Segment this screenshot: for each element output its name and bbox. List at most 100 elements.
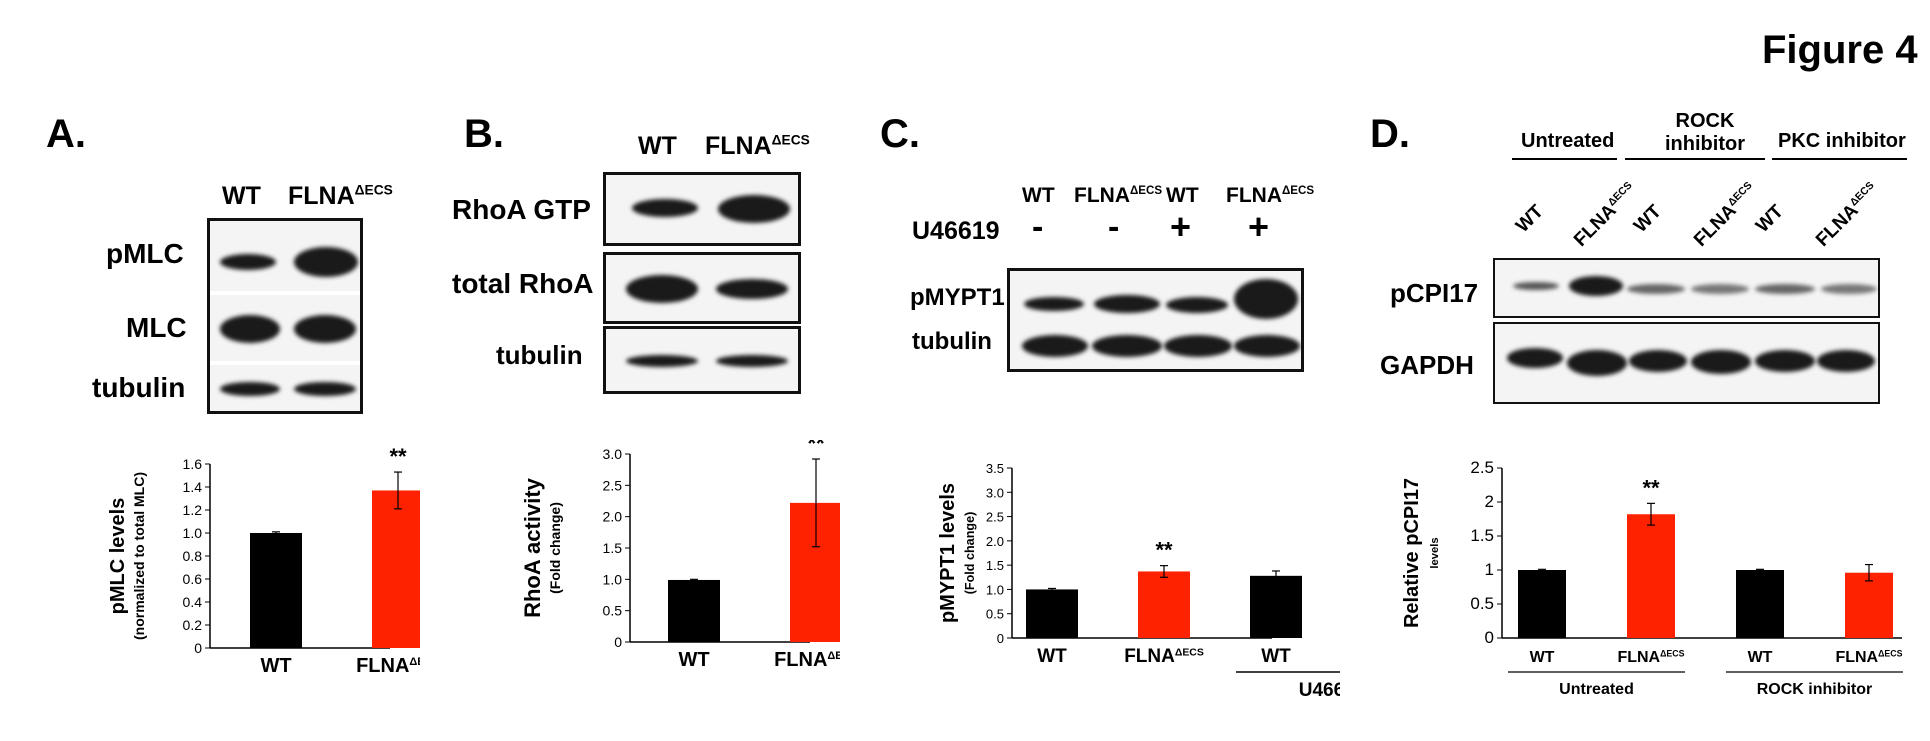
group-label: Untreated: [1559, 681, 1634, 698]
panel-d-group-line-2: [1625, 158, 1765, 160]
y-tick-label: 3.0: [603, 446, 623, 462]
panel-c-letter: C.: [880, 112, 920, 156]
y-tick-label: 1.4: [183, 479, 203, 495]
y-axis-sublabel: (Fold change): [963, 512, 977, 595]
bar: [1026, 589, 1078, 638]
panel-c-western-blot: [1007, 268, 1304, 372]
x-tick-label: WT: [678, 649, 709, 671]
panel-c-row-tubulin: tubulin: [912, 328, 992, 355]
y-tick-label: 1: [1485, 560, 1494, 579]
panel-c-sign-4: +: [1248, 206, 1270, 247]
x-tick-label: WT: [1748, 649, 1773, 666]
panel-a-row-tubulin: tubulin: [92, 372, 186, 403]
y-axis-label: pMYPT1 levels: [937, 483, 959, 623]
panel-a-lane-flna: FLNAΔECS: [288, 182, 393, 210]
y-tick-label: 1.6: [183, 456, 203, 472]
panel-c-sign-3: +: [1170, 206, 1192, 247]
panel-d-row-gapdh: GAPDH: [1380, 350, 1474, 380]
x-tick-label: WT: [1261, 646, 1291, 667]
bar: [1845, 572, 1893, 638]
panel-d-blot-gapdh: [1493, 322, 1880, 404]
y-tick-label: 0.5: [986, 607, 1004, 622]
panel-b-letter: B.: [464, 112, 504, 156]
y-tick-label: 2.5: [986, 510, 1004, 525]
x-tick-label: WT: [1037, 646, 1067, 667]
y-tick-label: 0: [997, 631, 1004, 646]
bar: [1518, 570, 1566, 638]
y-tick-label: 3.0: [986, 485, 1004, 500]
panel-b-lane-flna: FLNAΔECS: [705, 132, 810, 160]
panel-b-blot-tubulin: [603, 326, 801, 394]
x-tick-label: FLNAΔECS: [1124, 646, 1204, 667]
panel-c-treatment-label: U46619: [912, 217, 1000, 245]
panel-a-lane-wt: WT: [222, 182, 261, 210]
panel-d-lane-3: WT: [1630, 201, 1666, 237]
panel-c-chart: 0 0.5 1.0 1.5 2.0 2.5 3.0 3.5 pMYPT1 levels (Fold…: [937, 461, 1340, 701]
y-tick-label: 1.0: [183, 525, 203, 541]
panel-d-lane-4: FLNAΔECS: [1690, 180, 1755, 251]
x-tick-label: FLNAΔECS: [356, 655, 420, 677]
bar: [372, 490, 420, 648]
y-tick-label: 0.5: [603, 603, 623, 619]
panel-b-row-total-rhoa: total RhoA: [452, 268, 594, 299]
significance-marker: **: [1155, 538, 1173, 563]
y-axis-sublabel: levels: [1429, 537, 1441, 568]
y-tick-label: 2.5: [1470, 458, 1494, 477]
y-tick-label: 0.6: [183, 571, 203, 587]
panel-b-row-rhoa-gtp: RhoA GTP: [452, 194, 591, 225]
panel-d-group-pkc: PKC inhibitor: [1778, 130, 1906, 152]
bar: [1250, 575, 1302, 638]
y-tick-label: 0.5: [1470, 594, 1494, 613]
panel-a-western-blot: [207, 218, 363, 414]
panel-d-lane-2: FLNAΔECS: [1570, 180, 1635, 251]
y-tick-label: 2.0: [603, 509, 623, 525]
bar: [250, 533, 302, 648]
panel-b-blot-rhoa-gtp: [603, 172, 801, 246]
y-tick-label: 0.8: [183, 548, 203, 564]
bar: [668, 579, 720, 642]
y-axis-sublabel: (Fold change): [547, 502, 563, 594]
significance-marker: **: [807, 440, 825, 456]
panel-a-chart: 0 0.2 0.4 0.6 0.8 1.0 1.2 1.4 1.6 pMLC levels (nor…: [107, 444, 420, 677]
y-tick-label: 1.5: [986, 558, 1004, 573]
panel-c-lane-2: FLNAΔECS: [1074, 184, 1163, 207]
significance-marker: **: [389, 444, 407, 469]
y-tick-label: 1.5: [1470, 526, 1494, 545]
panel-c-lane-4: FLNAΔECS: [1226, 184, 1315, 207]
x-tick-label: FLNAΔECS: [774, 649, 840, 671]
panel-d-group-untreated: Untreated: [1521, 130, 1615, 152]
group-label: ROCK inhibitor: [1757, 681, 1873, 698]
y-tick-label: 3.5: [986, 461, 1004, 476]
panel-a-letter: A.: [46, 112, 86, 156]
y-tick-label: 0.2: [183, 617, 203, 633]
panel-c-row-pmypt1: pMYPT1: [910, 284, 1005, 311]
panel-d-lane-5: WT: [1752, 201, 1788, 237]
panel-c-lane-1: WT: [1022, 184, 1055, 207]
y-tick-label: 1.0: [986, 582, 1004, 597]
significance-marker: **: [1642, 475, 1660, 500]
y-axis-label: pMLC levels: [107, 498, 129, 615]
bar: [1736, 570, 1784, 638]
panel-d-lane-6: FLNAΔECS: [1812, 180, 1877, 251]
panel-c-lane-3: WT: [1166, 184, 1199, 207]
group-label: U46619: [1299, 680, 1340, 701]
panel-d-group-line-3: [1772, 158, 1907, 160]
x-tick-label: FLNAΔECS: [1617, 648, 1684, 666]
panel-c-sign-2: -: [1108, 208, 1120, 246]
y-tick-label: 0.4: [183, 594, 203, 610]
y-tick-label: 1.2: [183, 502, 203, 518]
x-tick-label: WT: [260, 655, 291, 677]
figure-title: Figure 4: [1762, 28, 1918, 72]
y-tick-label: 0: [1485, 628, 1494, 647]
x-tick-label: FLNAΔECS: [1835, 648, 1902, 666]
y-tick-label: 1.5: [603, 540, 623, 556]
panel-d-blot-pcpi17: [1493, 258, 1880, 318]
panel-d-row-pcpi17: pCPI17: [1390, 278, 1479, 308]
y-axis-label: RhoA activity: [520, 477, 545, 618]
panel-c-sign-1: -: [1032, 208, 1044, 246]
y-tick-label: 2.0: [986, 534, 1004, 549]
y-tick-label: 1.0: [603, 571, 623, 587]
panel-b-blot-total-rhoa: [603, 252, 801, 324]
y-axis-sublabel: (normalized to total MLC): [131, 472, 147, 640]
panel-a-row-mlc: MLC: [126, 312, 187, 343]
